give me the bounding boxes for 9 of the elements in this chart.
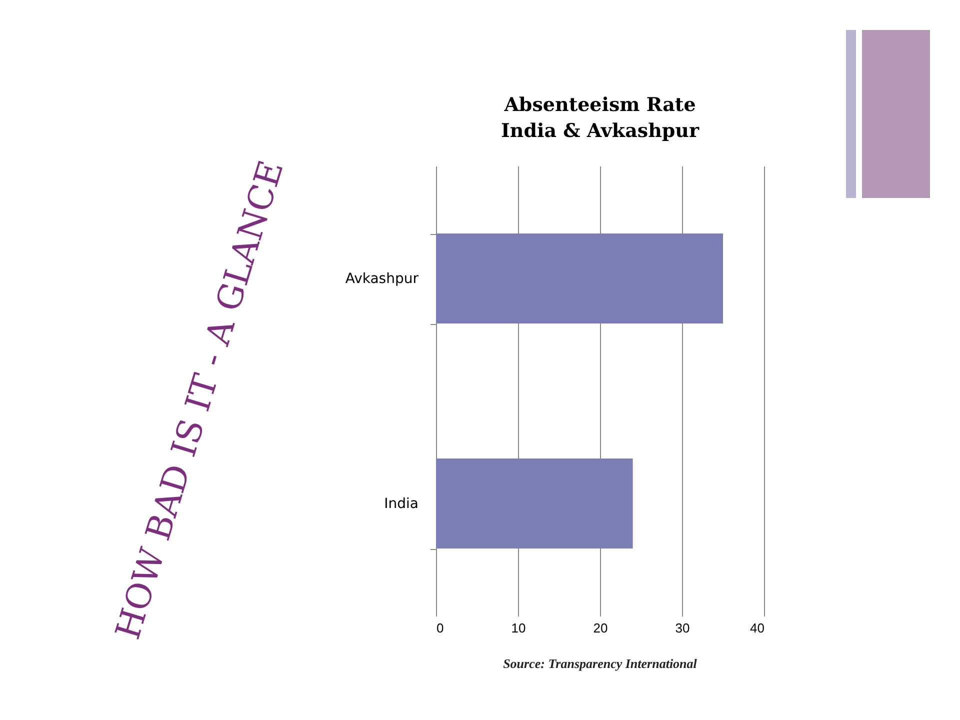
x-tick-label: 20 bbox=[593, 620, 608, 636]
x-tick-label: 0 bbox=[436, 620, 444, 636]
x-tick-label: 10 bbox=[511, 620, 526, 636]
x-tick-label: 40 bbox=[750, 620, 764, 636]
y-tick-label: Avkashpur bbox=[345, 271, 419, 287]
chart-title: Absenteeism Rate India & Avkashpur bbox=[500, 94, 700, 142]
x-tick-label: 30 bbox=[675, 620, 690, 636]
source-note: Source: Transparency International bbox=[502, 656, 698, 672]
y-tick-label: India bbox=[384, 496, 418, 512]
